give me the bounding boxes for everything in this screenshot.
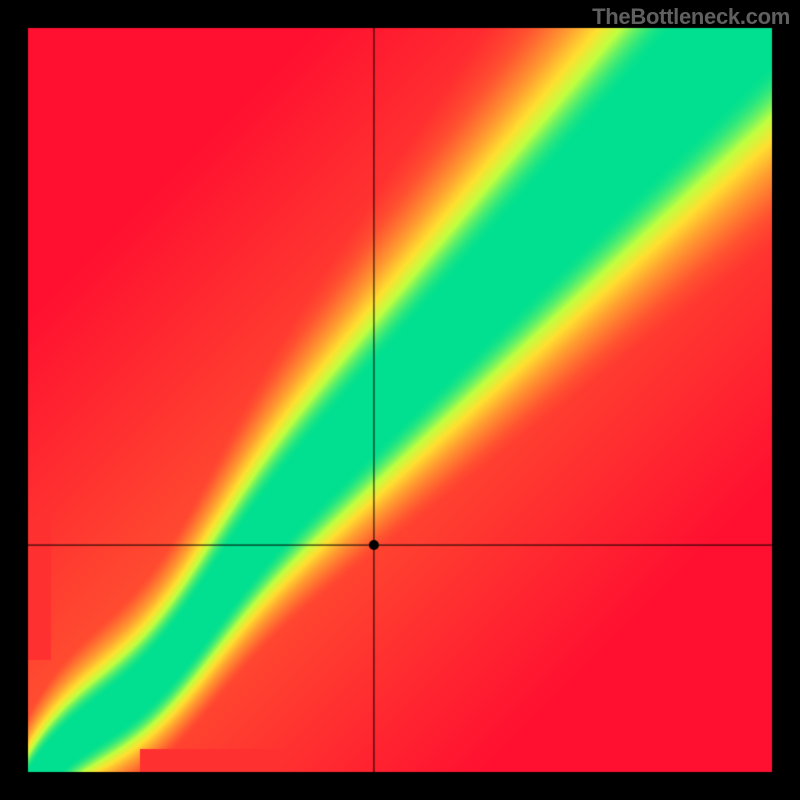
watermark-text: TheBottleneck.com	[592, 4, 790, 30]
chart-container: TheBottleneck.com	[0, 0, 800, 800]
bottleneck-heatmap	[0, 0, 800, 800]
